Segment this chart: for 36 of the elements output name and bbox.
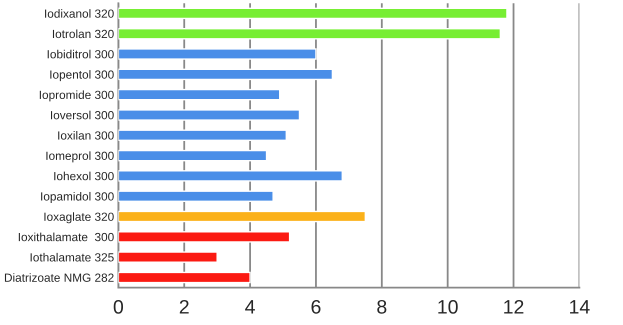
bar (118, 231, 290, 243)
y-tick-label: Iohexol 300 (54, 172, 114, 180)
y-tick-label: Ioversol 300 (50, 110, 114, 120)
y-tick-label: Iodixanol 320 (45, 9, 114, 18)
x-tick-label: 4 (245, 300, 255, 314)
x-tick-label: 2 (180, 300, 189, 314)
bar (118, 150, 268, 162)
y-tick-label: Ioxilan 300 (58, 131, 114, 140)
y-tick-label: Iomeprol 300 (46, 151, 114, 162)
bar (118, 28, 502, 40)
bar (118, 88, 280, 100)
bar (118, 190, 274, 202)
bar (118, 210, 366, 222)
y-tick-label: Ioxaglate 320 (44, 212, 114, 224)
bar (118, 8, 508, 20)
bar (118, 170, 343, 182)
x-tick-label: 14 (570, 300, 590, 314)
y-tick-label: Diatrizoate NMG 282 (4, 273, 114, 282)
bar (118, 48, 317, 60)
bar (118, 251, 218, 263)
bar (118, 130, 288, 142)
y-tick-label: Iotrolan 320 (52, 29, 114, 38)
x-tick-label: 12 (504, 300, 524, 314)
bar (118, 109, 300, 121)
y-tick-label: Iobiditrol 300 (48, 50, 114, 58)
y-tick-label: Ioxithalamate 300 (18, 232, 114, 242)
x-tick-label: 6 (312, 300, 321, 314)
x-tick-label: 8 (377, 300, 386, 314)
y-tick-label: Iopromide 300 (40, 90, 114, 102)
x-tick-label: 0 (114, 300, 124, 314)
x-tick-label: 10 (438, 300, 458, 314)
bar (118, 272, 251, 284)
y-tick-label: Iopamidol 300 (41, 192, 114, 203)
y-tick-label: Iothalamate 325 (30, 252, 114, 262)
y-tick-label: Iopentol 300 (50, 70, 114, 82)
bar (118, 68, 334, 80)
